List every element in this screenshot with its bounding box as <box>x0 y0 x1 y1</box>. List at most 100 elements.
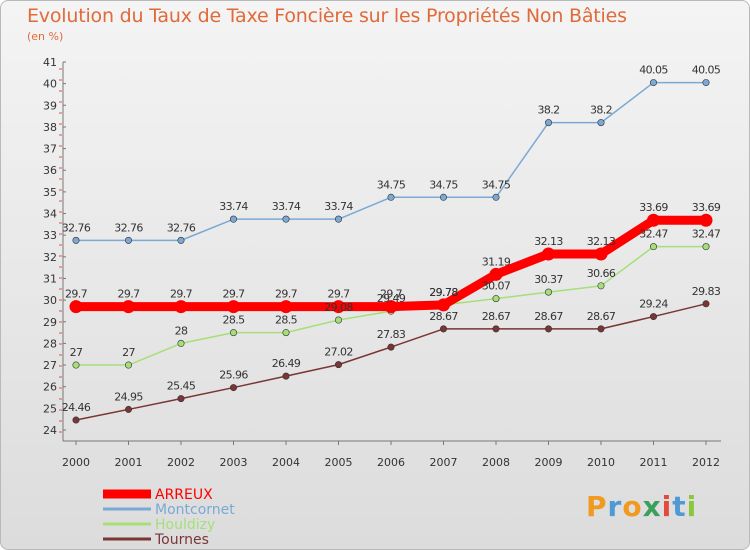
data-point <box>174 300 188 314</box>
data-label: 34.75 <box>377 178 406 191</box>
chart-title: Evolution du Taux de Taxe Foncière sur l… <box>27 5 627 27</box>
y-tick-label: 32 <box>43 251 57 264</box>
data-point <box>230 215 238 223</box>
data-point <box>649 313 657 321</box>
data-label: 28.67 <box>587 310 616 323</box>
data-label: 32.47 <box>639 228 668 241</box>
data-label: 32.76 <box>167 221 196 234</box>
data-label: 29.08 <box>324 301 353 314</box>
data-label: 34.75 <box>429 178 458 191</box>
x-tick-label: 2000 <box>62 456 90 469</box>
data-point <box>597 119 605 127</box>
data-point <box>282 215 290 223</box>
data-label: 29.49 <box>377 292 406 305</box>
logo-letter: x <box>642 490 662 523</box>
data-label: 31.19 <box>482 255 511 268</box>
x-tick-label: 2003 <box>220 456 248 469</box>
y-tick-label: 25 <box>43 402 57 415</box>
data-point <box>594 247 608 261</box>
data-label: 29.7 <box>117 288 140 301</box>
y-tick-label: 31 <box>43 272 57 285</box>
data-label: 28.67 <box>482 310 511 323</box>
data-point <box>72 361 80 369</box>
y-tick-label: 24 <box>43 424 57 437</box>
data-label: 33.74 <box>324 200 353 213</box>
data-label: 29.78 <box>429 286 458 299</box>
series-lines <box>69 79 713 424</box>
logo-letter: i <box>661 490 673 523</box>
y-tick-label: 26 <box>43 381 57 394</box>
data-label: 28 <box>175 324 188 337</box>
data-point <box>334 215 342 223</box>
data-point <box>387 193 395 201</box>
data-label: 30.07 <box>482 280 511 293</box>
logo-letter: i <box>686 490 698 523</box>
y-tick-label: 28 <box>43 337 57 350</box>
y-tick-label: 41 <box>43 56 57 69</box>
legend-label: Tournes <box>154 532 209 548</box>
x-tick-label: 2002 <box>167 456 195 469</box>
y-tick-label: 30 <box>43 294 57 307</box>
y-tick-label: 34 <box>43 208 57 221</box>
legend-label: ARREUX <box>155 487 213 503</box>
data-point <box>544 325 552 333</box>
data-label: 27.83 <box>377 328 406 341</box>
data-point <box>492 193 500 201</box>
data-point <box>230 384 238 392</box>
proxiti-logo: Proxiti <box>586 490 697 523</box>
data-point <box>387 343 395 351</box>
data-label: 28.67 <box>534 310 563 323</box>
data-label: 40.05 <box>692 64 721 77</box>
data-label: 33.74 <box>272 200 301 213</box>
data-label: 29.7 <box>380 288 403 301</box>
data-label: 27 <box>122 346 135 359</box>
data-point <box>544 288 552 296</box>
data-label: 33.69 <box>692 201 721 214</box>
x-tick-label: 2012 <box>692 456 720 469</box>
data-label: 30.66 <box>587 267 616 280</box>
data-label: 32.76 <box>62 221 91 234</box>
data-label: 38.2 <box>537 104 559 117</box>
data-point <box>702 243 710 251</box>
data-label: 29.7 <box>327 288 350 301</box>
x-tick-label: 2008 <box>482 456 510 469</box>
x-tick-label: 2007 <box>430 456 458 469</box>
x-tick-label: 2010 <box>587 456 615 469</box>
data-point <box>282 372 290 380</box>
data-point <box>597 282 605 290</box>
logo-letter: P <box>586 490 608 523</box>
legend-label: Montcornet <box>155 502 235 518</box>
data-point <box>597 325 605 333</box>
data-point <box>437 298 450 312</box>
data-label: 29.7 <box>222 288 245 301</box>
data-point <box>125 361 133 369</box>
data-point <box>72 416 80 424</box>
data-point <box>122 300 135 314</box>
data-label: 29.7 <box>275 288 298 301</box>
y-tick-label: 35 <box>43 186 57 199</box>
data-point <box>282 329 290 337</box>
data-point <box>489 267 503 281</box>
data-label: 25.96 <box>219 369 248 382</box>
data-label: 29.7 <box>170 288 193 301</box>
data-label: 32.13 <box>534 235 563 248</box>
data-point <box>125 236 133 244</box>
data-label: 28.5 <box>222 314 245 327</box>
data-label: 27 <box>70 346 83 359</box>
logo-letter: t <box>672 490 687 523</box>
data-label: 34.75 <box>482 178 511 191</box>
x-tick-label: 2009 <box>535 456 563 469</box>
data-label: 30.37 <box>534 273 563 286</box>
y-tick-label: 27 <box>43 359 57 372</box>
y-tick-label: 29 <box>43 316 57 329</box>
data-label: 38.2 <box>590 104 612 117</box>
data-label: 33.74 <box>219 200 248 213</box>
data-label: 24.95 <box>114 390 143 403</box>
y-tick-label: 38 <box>43 121 57 134</box>
data-point <box>384 300 398 314</box>
y-tick-label: 37 <box>43 143 57 156</box>
data-label: 26.49 <box>272 357 301 370</box>
data-label: 28.5 <box>275 314 298 327</box>
data-point <box>544 119 552 127</box>
